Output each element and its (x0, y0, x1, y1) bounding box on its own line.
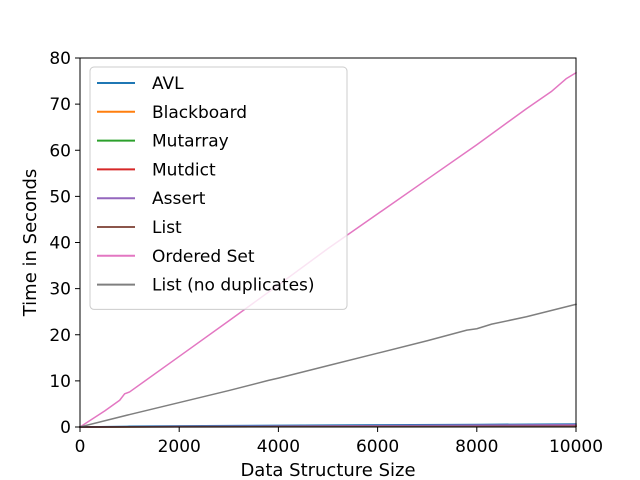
legend-label: AVL (152, 74, 184, 94)
y-tick-label: 10 (49, 372, 71, 392)
y-tick-label: 80 (49, 49, 71, 69)
legend-label: Mutdict (152, 160, 216, 180)
legend: AVL Blackboard Mutarray Mutdict Assert List Or… (89, 66, 348, 310)
legend-label: List (no duplicates) (152, 276, 315, 296)
y-tick-label: 40 (49, 234, 71, 254)
x-tick-label: 8000 (455, 437, 498, 457)
x-tick-label: 0 (75, 437, 86, 457)
y-tick-label: 50 (49, 187, 71, 207)
series-line-7 (79, 303, 577, 428)
legend-label: Blackboard (152, 103, 247, 123)
y-axis-label: Time in Seconds (20, 169, 41, 318)
y-tick-label: 60 (49, 141, 71, 161)
legend-box (89, 66, 348, 310)
y-tick-label: 0 (60, 418, 71, 438)
legend-label: List (152, 218, 182, 238)
legend-label: Ordered Set (152, 247, 255, 267)
y-tick-label: 20 (49, 326, 71, 346)
x-tick-label: 10000 (549, 437, 603, 457)
y-axis-ticks: 0 10 20 30 40 50 60 70 80 (49, 49, 80, 438)
y-tick-label: 30 (49, 280, 71, 300)
x-axis-ticks: 0 2000 4000 6000 8000 10000 (75, 427, 603, 457)
y-tick-label: 70 (49, 95, 71, 115)
x-tick-label: 4000 (257, 437, 300, 457)
x-tick-label: 2000 (158, 437, 201, 457)
legend-label: Assert (152, 189, 206, 209)
legend-label: Mutarray (152, 132, 229, 152)
x-axis-label: Data Structure Size (240, 460, 415, 480)
x-tick-label: 6000 (356, 437, 399, 457)
